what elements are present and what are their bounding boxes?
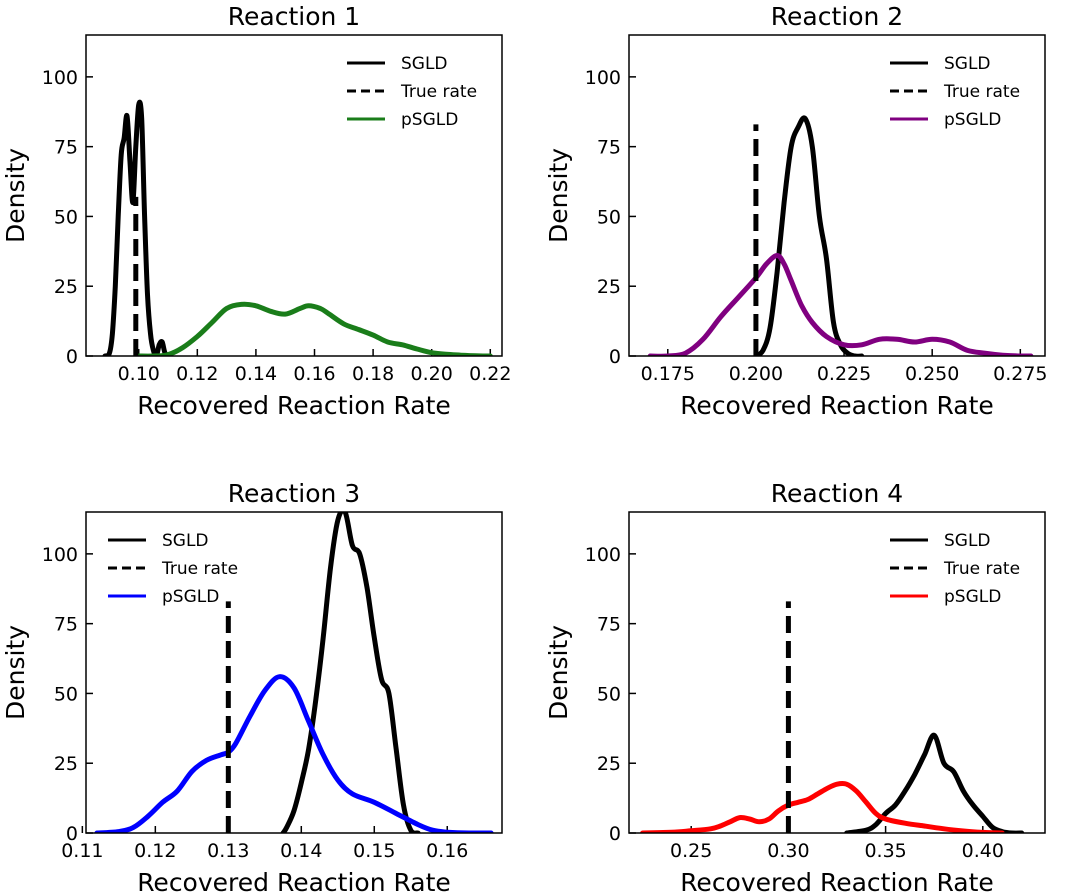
series-line-sgld [844,732,1025,833]
x-tick-label: 0.18 [352,363,394,385]
series-line-sgld [280,512,421,833]
legend: SGLD True rate pSGLD [347,54,477,130]
series-line-psgld [94,674,494,833]
legend: SGLD True rate pSGLD [890,531,1020,607]
y-axis-label: Density [544,625,573,720]
x-tick-label: 0.40 [962,840,1004,862]
y-tick-label: 50 [54,683,78,705]
series-line-psgld [647,253,1034,356]
series-line-psgld [640,780,1005,833]
x-tick-label: 0.14 [280,840,322,862]
x-tick-label: 0.10 [118,363,160,385]
y-tick-label: 0 [609,823,621,845]
legend-label: True rate [400,82,477,102]
x-tick-label: 0.250 [905,363,959,385]
x-tick-label: 0.20 [411,363,453,385]
y-tick-label: 100 [42,544,78,566]
chart-title: Reaction 3 [228,479,360,508]
y-axis-label: Density [1,625,30,720]
x-tick-label: 0.13 [207,840,249,862]
chart-panel-1: Reaction 1 Recovered Reaction Rate Density… [1,2,511,420]
legend-label: pSGLD [944,110,1001,130]
x-tick-label: 0.16 [293,363,335,385]
legend-label: True rate [943,559,1020,579]
x-tick-label: 0.200 [729,363,783,385]
series-line-sgld [753,115,865,356]
legend-label: SGLD [162,531,209,551]
y-tick-label: 75 [597,137,621,159]
x-tick-label: 0.275 [993,363,1047,385]
legend-label: True rate [943,82,1020,102]
plot-area [647,115,1034,356]
legend: SGLD True rate pSGLD [108,531,238,607]
x-tick-label: 0.175 [641,363,695,385]
plot-area [640,601,1025,833]
y-tick-label: 25 [597,276,621,298]
y-tick-label: 100 [42,67,78,89]
x-tick-label: 0.16 [426,840,468,862]
x-axis-label: Recovered Reaction Rate [137,868,451,894]
y-axis-label: Density [544,148,573,243]
y-tick-label: 25 [54,276,78,298]
x-tick-label: 0.35 [864,840,906,862]
plot-frame [628,34,1046,357]
y-axis-label: Density [1,148,30,243]
x-tick-label: 0.15 [353,840,395,862]
y-tick-label: 0 [66,346,78,368]
y-tick-label: 100 [585,544,621,566]
x-tick-label: 0.11 [61,840,103,862]
chart-title: Reaction 1 [228,2,360,31]
x-axis-label: Recovered Reaction Rate [137,391,451,420]
y-tick-label: 0 [609,346,621,368]
y-tick-label: 0 [66,823,78,845]
y-tick-label: 25 [54,753,78,775]
chart-title: Reaction 2 [771,2,903,31]
plot-frame [628,511,1046,834]
plot-frame [85,34,503,357]
series-line-sgld [102,99,172,356]
y-tick-label: 75 [597,614,621,636]
x-axis-label: Recovered Reaction Rate [680,868,994,894]
chart-panel-2: Reaction 2 Recovered Reaction Rate Density… [544,2,1048,420]
x-tick-label: 0.22 [469,363,511,385]
y-tick-label: 75 [54,137,78,159]
x-tick-label: 0.225 [817,363,871,385]
chart-panel-4: Reaction 4 Recovered Reaction Rate Density… [544,479,1046,894]
chart-title: Reaction 4 [771,479,903,508]
y-tick-label: 50 [597,206,621,228]
legend-label: SGLD [401,54,448,74]
x-tick-label: 0.25 [670,840,712,862]
legend-label: pSGLD [162,587,219,607]
x-tick-label: 0.30 [767,840,809,862]
legend-label: True rate [161,559,238,579]
x-tick-label: 0.12 [176,363,218,385]
legend-label: pSGLD [944,587,1001,607]
y-tick-label: 50 [54,206,78,228]
y-tick-label: 100 [585,67,621,89]
plot-frame [85,511,503,834]
chart-panel-3: Reaction 3 Recovered Reaction Rate Density… [1,479,503,894]
series-line-psgld [136,301,493,356]
legend-label: SGLD [944,531,991,551]
y-tick-label: 25 [597,753,621,775]
x-axis-label: Recovered Reaction Rate [680,391,994,420]
x-tick-label: 0.12 [134,840,176,862]
plot-area [102,99,493,356]
legend-label: pSGLD [401,110,458,130]
legend: SGLD True rate pSGLD [890,54,1020,130]
y-tick-label: 75 [54,614,78,636]
legend-label: SGLD [944,54,991,74]
plot-area [94,512,494,833]
x-tick-label: 0.14 [235,363,277,385]
y-tick-label: 50 [597,683,621,705]
